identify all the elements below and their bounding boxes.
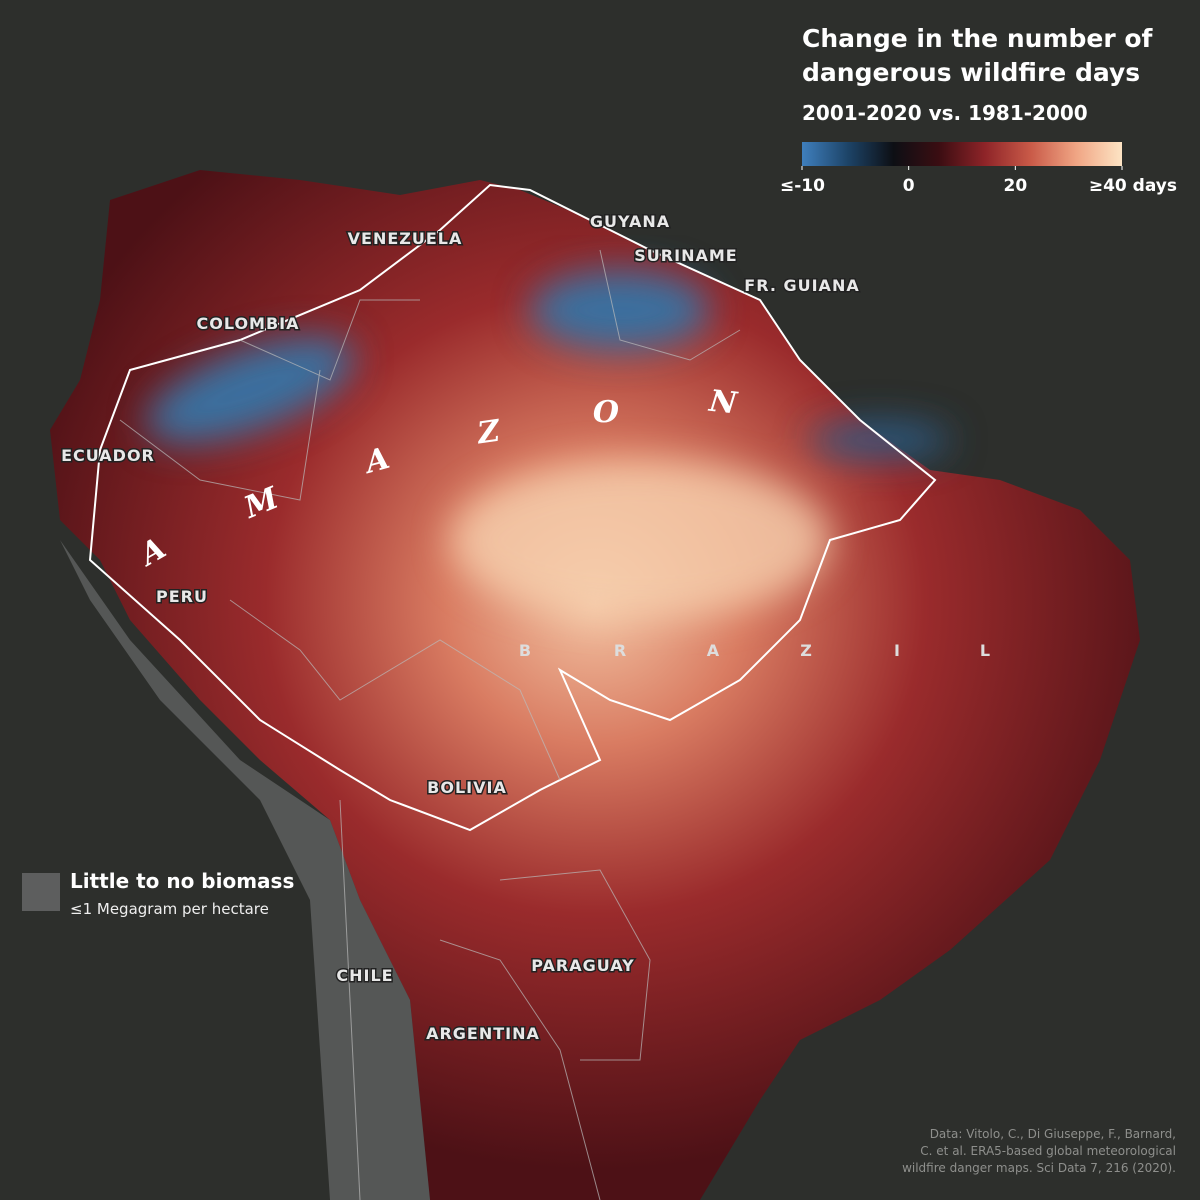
- country-label: ECUADOR: [61, 446, 155, 465]
- country-label: VENEZUELA: [348, 229, 463, 248]
- country-label: SURINAME: [634, 246, 737, 265]
- source-line: C. et al. ERA5-based global meteorologic…: [920, 1144, 1176, 1158]
- country-letter: A: [707, 641, 720, 660]
- colorbar-tick-label: 20: [1003, 176, 1027, 196]
- source-line: Data: Vitolo, C., Di Giuseppe, F., Barna…: [930, 1127, 1176, 1141]
- borders: [119, 249, 741, 1200]
- cooling-patches: [145, 270, 950, 620]
- country-label: ARGENTINA: [426, 1024, 540, 1043]
- title: dangerous wildfire days: [802, 58, 1140, 87]
- country-label: FR. GUIANA: [744, 276, 859, 295]
- country-letter: I: [894, 641, 900, 660]
- region-letter: N: [707, 384, 740, 422]
- country-label: CHILE: [336, 966, 393, 985]
- country-letter: L: [980, 641, 990, 660]
- title: Change in the number of: [802, 24, 1154, 53]
- colorbar-tick-label: ≥40 days: [1089, 176, 1177, 196]
- legend-swatch: [22, 873, 60, 911]
- source: Data: Vitolo, C., Di Giuseppe, F., Barna…: [902, 1127, 1176, 1175]
- legend-label: Little to no biomass: [70, 869, 294, 893]
- country-label: GUYANA: [590, 212, 670, 231]
- source-line: wildfire danger maps. Sci Data 7, 216 (2…: [902, 1161, 1176, 1175]
- country-label: PARAGUAY: [531, 956, 634, 975]
- country-letter: B: [519, 641, 531, 660]
- legend-sublabel: ≤1 Megagram per hectare: [70, 900, 269, 918]
- country-letter: Z: [800, 641, 812, 660]
- country-label: BOLIVIA: [427, 778, 507, 797]
- amazon-boundary: [88, 183, 937, 832]
- colorbar-tick-label: ≤-10: [780, 176, 825, 196]
- colorbar-tick-label: 0: [903, 176, 915, 196]
- andes-low-biomass: [60, 540, 430, 1200]
- country-label: COLOMBIA: [196, 314, 299, 333]
- country-label: PERU: [156, 587, 208, 606]
- colorbar-ticks: ≤-10 0 20 ≥40 days: [780, 166, 1177, 196]
- colorbar: [802, 142, 1122, 166]
- subtitle: 2001-2020 vs. 1981-2000: [802, 101, 1088, 125]
- region-letter: O: [593, 395, 619, 430]
- country-letter: R: [614, 641, 626, 660]
